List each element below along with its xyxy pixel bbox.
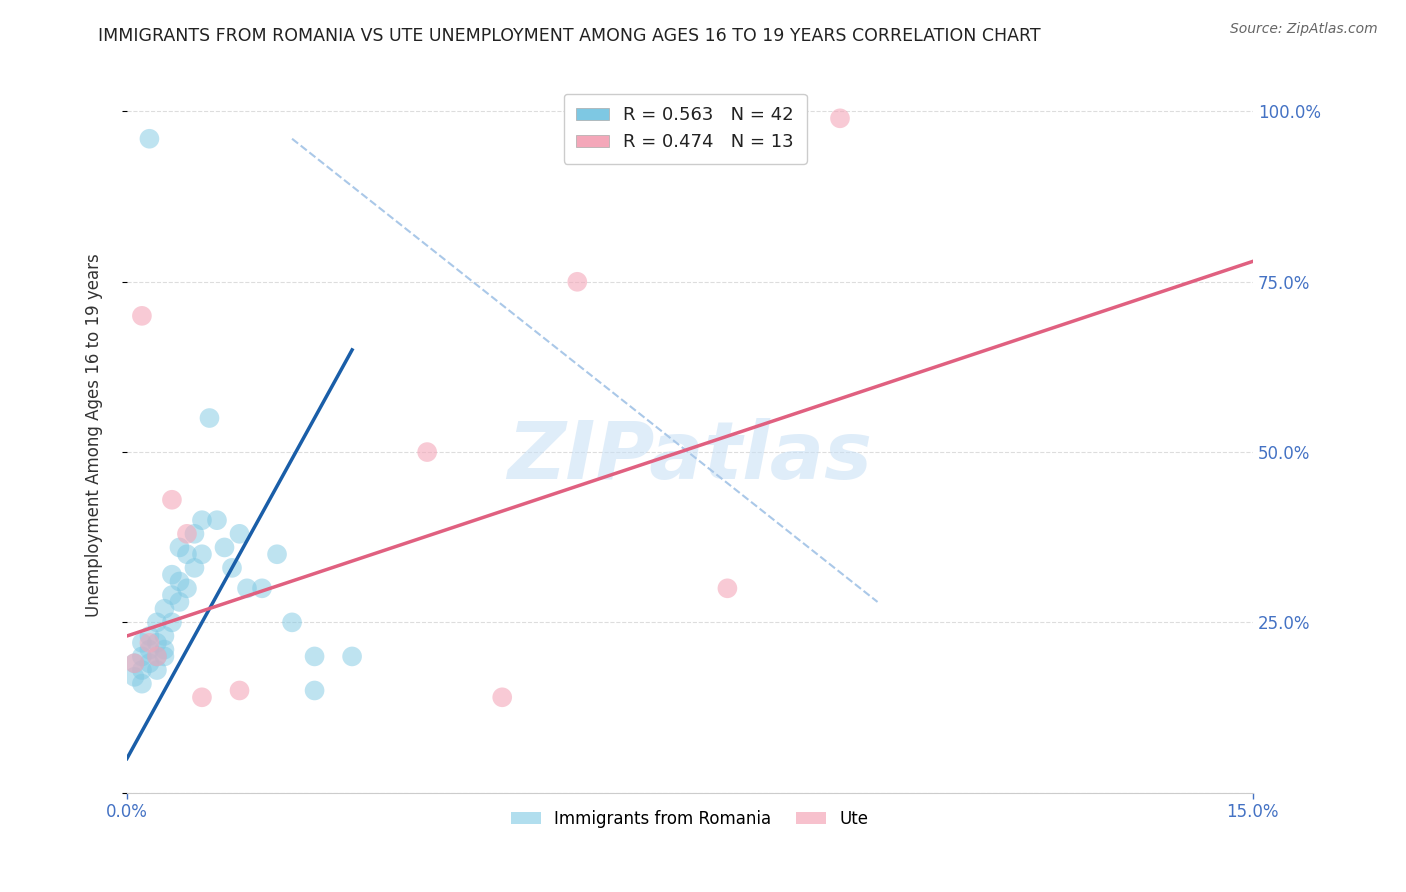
- Point: [138, 132, 160, 146]
- Legend: Immigrants from Romania, Ute: Immigrants from Romania, Ute: [505, 803, 876, 834]
- Point: [491, 690, 513, 705]
- Point: [131, 649, 153, 664]
- Point: [146, 636, 169, 650]
- Point: [191, 547, 214, 561]
- Point: [169, 595, 191, 609]
- Point: [221, 561, 243, 575]
- Point: [183, 561, 205, 575]
- Point: [138, 657, 160, 671]
- Point: [716, 582, 738, 596]
- Point: [131, 636, 153, 650]
- Point: [250, 582, 273, 596]
- Text: IMMIGRANTS FROM ROMANIA VS UTE UNEMPLOYMENT AMONG AGES 16 TO 19 YEARS CORRELATIO: IMMIGRANTS FROM ROMANIA VS UTE UNEMPLOYM…: [98, 27, 1040, 45]
- Point: [124, 657, 146, 671]
- Point: [304, 683, 326, 698]
- Point: [160, 588, 183, 602]
- Point: [567, 275, 589, 289]
- Point: [160, 615, 183, 630]
- Point: [146, 649, 169, 664]
- Point: [205, 513, 228, 527]
- Point: [131, 676, 153, 690]
- Point: [169, 574, 191, 589]
- Point: [153, 642, 176, 657]
- Point: [124, 670, 146, 684]
- Point: [176, 582, 198, 596]
- Point: [266, 547, 288, 561]
- Point: [124, 657, 146, 671]
- Point: [236, 582, 259, 596]
- Text: Source: ZipAtlas.com: Source: ZipAtlas.com: [1230, 22, 1378, 37]
- Point: [191, 690, 214, 705]
- Point: [153, 601, 176, 615]
- Point: [153, 629, 176, 643]
- Point: [153, 649, 176, 664]
- Point: [228, 526, 250, 541]
- Point: [160, 492, 183, 507]
- Point: [214, 541, 236, 555]
- Point: [138, 642, 160, 657]
- Point: [340, 649, 363, 664]
- Point: [160, 567, 183, 582]
- Point: [228, 683, 250, 698]
- Point: [828, 112, 851, 126]
- Point: [146, 663, 169, 677]
- Point: [138, 636, 160, 650]
- Point: [131, 309, 153, 323]
- Point: [146, 615, 169, 630]
- Point: [191, 513, 214, 527]
- Point: [131, 663, 153, 677]
- Point: [183, 526, 205, 541]
- Point: [138, 629, 160, 643]
- Point: [146, 649, 169, 664]
- Y-axis label: Unemployment Among Ages 16 to 19 years: Unemployment Among Ages 16 to 19 years: [86, 253, 103, 617]
- Point: [169, 541, 191, 555]
- Point: [176, 526, 198, 541]
- Point: [304, 649, 326, 664]
- Point: [281, 615, 304, 630]
- Point: [198, 411, 221, 425]
- Point: [176, 547, 198, 561]
- Text: ZIPatlas: ZIPatlas: [508, 417, 872, 495]
- Point: [416, 445, 439, 459]
